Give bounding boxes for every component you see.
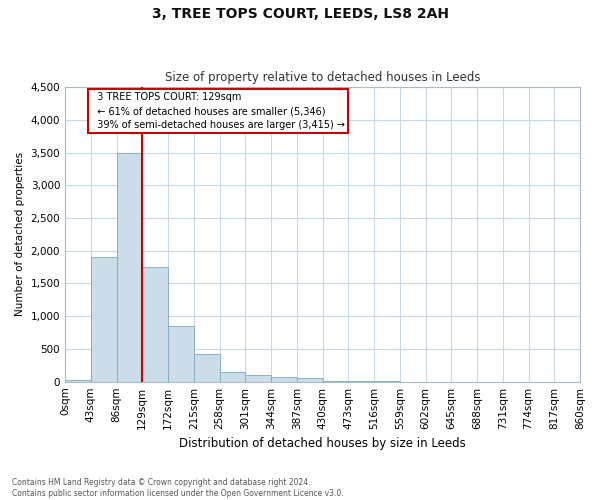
Y-axis label: Number of detached properties: Number of detached properties (15, 152, 25, 316)
Bar (245, 375, 271, 382)
Bar (220, 372, 245, 382)
Text: 3 TREE TOPS COURT: 129sqm
  ← 61% of detached houses are smaller (5,346)
  39% o: 3 TREE TOPS COURT: 129sqm ← 61% of detac… (91, 92, 345, 130)
Bar (65, 380, 91, 382)
Bar (91, 258, 116, 382)
Bar (116, 152, 142, 382)
Bar (323, 381, 348, 382)
Title: Size of property relative to detached houses in Leeds: Size of property relative to detached ho… (165, 72, 480, 85)
X-axis label: Distribution of detached houses by size in Leeds: Distribution of detached houses by size … (179, 437, 466, 450)
Text: 3, TREE TOPS COURT, LEEDS, LS8 2AH: 3, TREE TOPS COURT, LEEDS, LS8 2AH (151, 8, 449, 22)
Bar (142, 267, 168, 382)
Bar (297, 378, 323, 382)
Bar (194, 354, 220, 382)
Text: Contains HM Land Registry data © Crown copyright and database right 2024.
Contai: Contains HM Land Registry data © Crown c… (12, 478, 344, 498)
Bar (168, 326, 194, 382)
Bar (271, 377, 297, 382)
